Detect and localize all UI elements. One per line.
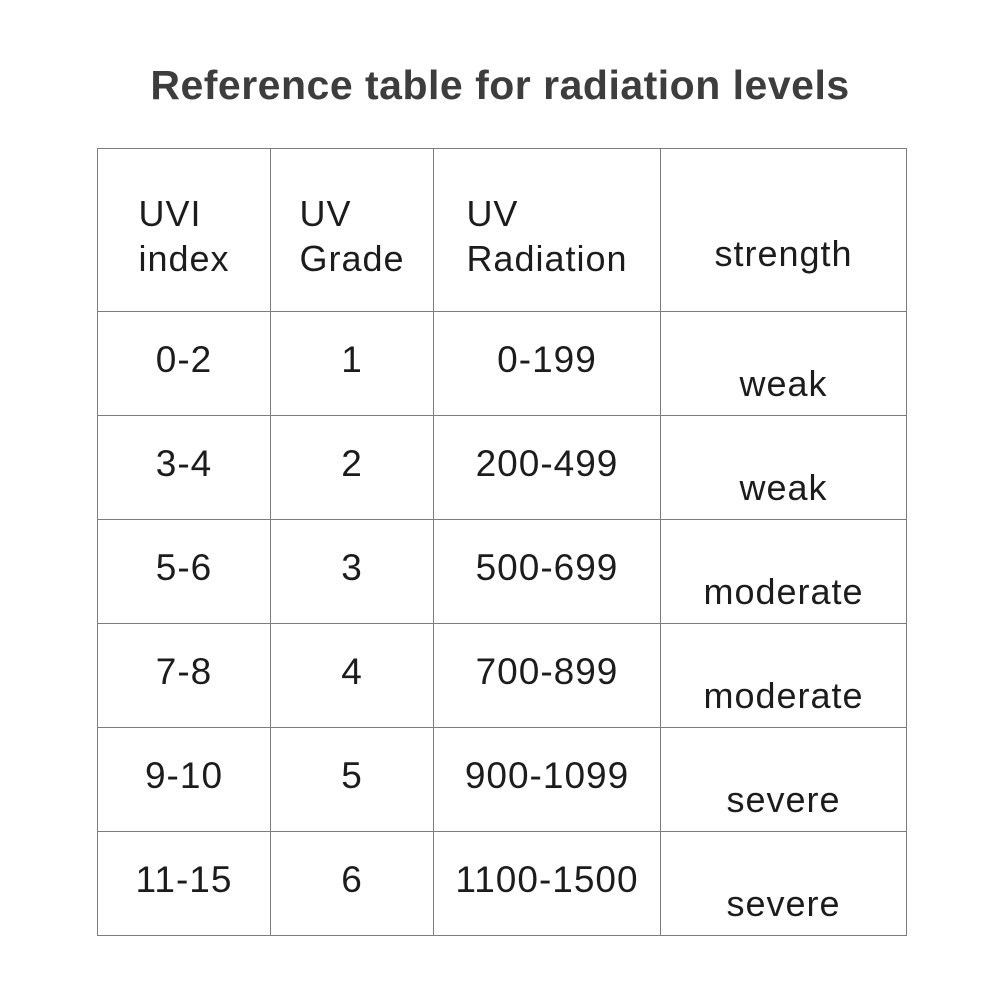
cell-uv-grade: 5 [270,727,434,832]
table-row: 11-15 6 1100-1500 severe [97,831,907,936]
cell-value: 900-1099 [464,755,630,796]
cell-uvi-index: 0-2 [97,311,271,416]
cell-uvi-index: 3-4 [97,415,271,520]
cell-value: 700-899 [475,651,619,692]
cell-value: weak [739,363,828,404]
cell-value: 1100-1500 [455,859,639,900]
cell-strength: moderate [660,519,907,624]
cell-uv-grade: 3 [270,519,434,624]
header-line: Radiation [466,238,628,279]
cell-uvi-index: 9-10 [97,727,271,832]
cell-value: 500-699 [475,547,619,588]
cell-uv-grade: 4 [270,623,434,728]
table-row: 3-4 2 200-499 weak [97,415,907,520]
cell-value: severe [726,779,841,820]
table-row: 0-2 1 0-199 weak [97,311,907,416]
table-row: 5-6 3 500-699 moderate [97,519,907,624]
cell-value: severe [726,883,841,924]
table-row: 9-10 5 900-1099 severe [97,727,907,832]
header-line: UVI [138,193,202,234]
cell-value: 6 [341,859,363,900]
header-line: strength [714,233,853,274]
column-header-label: strength [714,149,852,276]
column-header-label: UV Grade [299,149,404,281]
cell-value: moderate [703,675,864,716]
cell-value: 9-10 [144,755,224,796]
cell-strength: weak [660,415,907,520]
cell-uv-radiation: 1100-1500 [433,831,661,936]
cell-uv-grade: 2 [270,415,434,520]
column-header-uv-grade: UV Grade [270,148,434,312]
header-line: Grade [299,238,405,279]
table-header-row: UVI index UV Grade UV Radiation strength [97,148,907,312]
column-header-uv-radiation: UV Radiation [433,148,661,312]
header-line: UV [466,193,519,234]
table-row: 7-8 4 700-899 moderate [97,623,907,728]
cell-uv-radiation: 200-499 [433,415,661,520]
cell-value: 3 [341,547,363,588]
cell-strength: weak [660,311,907,416]
cell-value: moderate [703,571,864,612]
cell-uv-radiation: 0-199 [433,311,661,416]
column-header-label: UV Radiation [466,149,627,281]
header-line: index [138,238,230,279]
cell-value: 5 [341,755,363,796]
cell-uv-radiation: 900-1099 [433,727,661,832]
cell-value: 3-4 [155,443,213,484]
page-title: Reference table for radiation levels [150,62,850,108]
cell-value: 200-499 [475,443,619,484]
cell-uv-radiation: 700-899 [433,623,661,728]
cell-value: 7-8 [155,651,213,692]
cell-value: 11-15 [135,859,233,900]
cell-value: 0-199 [497,339,597,380]
cell-uvi-index: 5-6 [97,519,271,624]
header-line: UV [299,193,352,234]
cell-uv-radiation: 500-699 [433,519,661,624]
column-header-label: UVI index [138,149,229,281]
cell-uv-grade: 6 [270,831,434,936]
cell-uvi-index: 11-15 [97,831,271,936]
cell-value: 0-2 [155,339,213,380]
column-header-strength: strength [660,148,907,312]
cell-value: 5-6 [155,547,213,588]
cell-strength: severe [660,727,907,832]
cell-uvi-index: 7-8 [97,623,271,728]
cell-strength: moderate [660,623,907,728]
radiation-levels-table: UVI index UV Grade UV Radiation strength 0-… [97,148,907,936]
cell-value: weak [739,467,828,508]
cell-value: 4 [341,651,363,692]
cell-uv-grade: 1 [270,311,434,416]
cell-value: 1 [341,339,363,380]
cell-value: 2 [341,443,363,484]
cell-strength: severe [660,831,907,936]
column-header-uvi-index: UVI index [97,148,271,312]
